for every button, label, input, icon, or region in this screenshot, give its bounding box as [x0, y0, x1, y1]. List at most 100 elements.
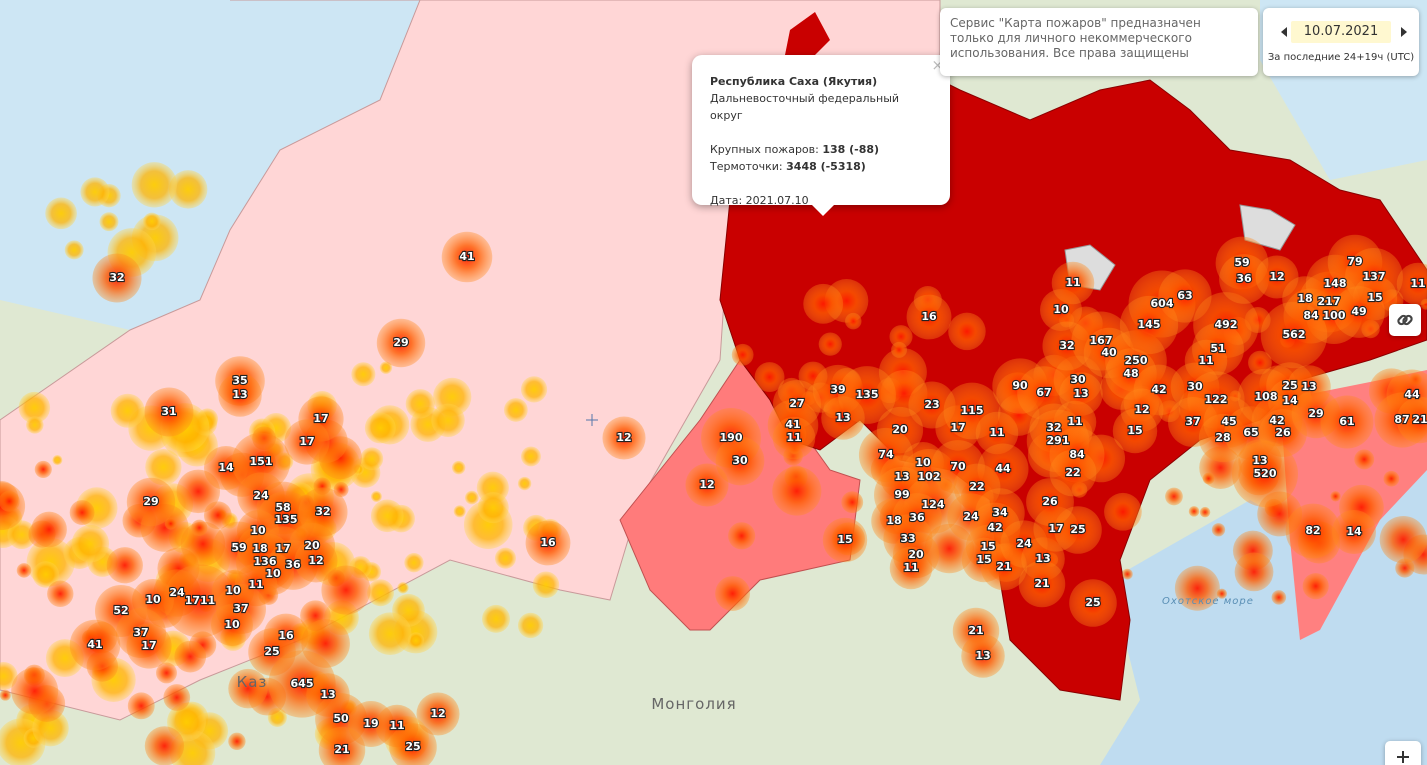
fire-count: 41	[785, 418, 800, 431]
fire-count: 22	[969, 480, 984, 493]
value: 3448 (-5318)	[786, 160, 866, 173]
fire-count: 84	[1303, 309, 1319, 322]
popup-district: Дальневосточный федеральный округ	[710, 92, 900, 122]
fire-cluster	[389, 723, 437, 765]
label: Крупных пожаров:	[710, 143, 819, 156]
fire-glow	[156, 662, 177, 684]
fire-glow	[99, 212, 119, 232]
fire-count: 41	[87, 638, 102, 651]
fire-count: 11	[989, 426, 1004, 439]
fire-count: 32	[1059, 339, 1074, 352]
fire-count: 26	[1275, 426, 1291, 439]
fire-count: 17	[141, 639, 156, 652]
fire-glow	[110, 393, 145, 428]
fire-glow	[7, 520, 37, 550]
fire-count: 21	[1412, 413, 1427, 426]
fire-glow	[517, 476, 532, 491]
fire-count: 42	[1269, 414, 1284, 427]
fire-cluster	[821, 396, 865, 440]
fire-count: 21	[334, 743, 349, 756]
fire-count: 151	[250, 455, 273, 468]
fire-count: 49	[1351, 305, 1366, 318]
fire-count: 11	[1410, 277, 1425, 290]
fire-cluster	[1119, 295, 1179, 355]
island-red	[785, 12, 830, 60]
fire-count: 15	[837, 533, 852, 546]
fire-cluster	[284, 419, 330, 465]
popup-title: Республика Саха (Якутия)	[710, 75, 878, 88]
fire-count: 28	[1215, 431, 1230, 444]
fire-count: 30	[732, 454, 748, 467]
fire-count: 520	[1254, 467, 1277, 480]
fire-glow	[16, 563, 32, 578]
fire-count: 84	[1069, 448, 1085, 461]
fire-count: 29	[143, 495, 158, 508]
fire-count: 102	[918, 470, 941, 483]
fire-glow	[191, 519, 208, 536]
fire-count: 29	[1308, 407, 1323, 420]
fire-glow	[754, 362, 785, 392]
fire-count: 115	[961, 404, 984, 417]
fire-count: 30	[1187, 380, 1203, 393]
fire-count: 58	[275, 501, 290, 514]
fire-glow	[367, 579, 394, 607]
next-arrow[interactable]	[1401, 27, 1407, 37]
fire-glow	[1354, 449, 1375, 470]
fire-count: 41	[459, 250, 474, 263]
fire-count: 51	[1210, 342, 1225, 355]
fire-count: 108	[1255, 390, 1278, 403]
fire-glow	[521, 446, 541, 467]
prev-arrow[interactable]	[1281, 27, 1287, 37]
zoom-in-button[interactable]	[1385, 741, 1421, 765]
fire-count: 604	[1151, 297, 1174, 310]
date-period: За последние 24+19ч (UTC)	[1267, 52, 1415, 63]
fire-count: 137	[1363, 270, 1386, 283]
fire-count: 61	[1339, 415, 1354, 428]
fire-count: 10	[265, 567, 281, 580]
fire-cluster	[1112, 408, 1158, 454]
fire-count: 16	[278, 629, 294, 642]
fire-glow	[404, 553, 424, 573]
popup-hotspots: Термоточки: 3448 (-5318)	[710, 158, 932, 175]
fire-count: 99	[894, 488, 909, 501]
fire-count: 11	[903, 561, 918, 574]
fire-cluster	[1049, 449, 1097, 497]
fire-count: 217	[1318, 295, 1341, 308]
fire-glow	[891, 341, 908, 358]
fire-count: 44	[995, 462, 1011, 475]
fire-count: 35	[232, 374, 247, 387]
fire-cluster	[1069, 579, 1117, 627]
fire-count: 10	[145, 593, 161, 606]
fire-count: 63	[1177, 289, 1192, 302]
date-value[interactable]: 10.07.2021	[1291, 21, 1391, 43]
fire-count: 18	[886, 514, 901, 527]
fire-cluster	[961, 634, 1005, 678]
fire-glow	[80, 177, 110, 207]
fire-glow	[1302, 573, 1329, 600]
fire-cluster	[294, 539, 338, 583]
fire-glow	[52, 455, 63, 466]
fire-count: 15	[1367, 291, 1382, 304]
fire-count: 33	[900, 532, 915, 545]
fire-count: 24	[1016, 537, 1032, 550]
fire-count: 11	[1065, 276, 1080, 289]
fire-glow	[360, 447, 384, 471]
value: 138 (-88)	[822, 143, 880, 156]
fire-cluster	[1396, 396, 1427, 444]
fire-glow	[453, 505, 466, 518]
fire-count: 36	[1236, 272, 1252, 285]
fire-count: 37	[1185, 415, 1200, 428]
fire-count: 36	[909, 511, 925, 524]
fire-count: 32	[315, 505, 330, 518]
fire-glow	[407, 632, 425, 649]
fire-glow	[145, 448, 182, 486]
fire-cluster	[975, 411, 1019, 455]
fire-count: 25	[1282, 379, 1297, 392]
fire-glow	[464, 490, 479, 505]
fire-count: 645	[291, 677, 314, 690]
link-button[interactable]	[1389, 304, 1421, 336]
fire-glow	[1395, 558, 1415, 578]
fire-count: 27	[789, 397, 804, 410]
fire-cluster	[1051, 261, 1095, 305]
fire-cluster	[376, 318, 426, 368]
